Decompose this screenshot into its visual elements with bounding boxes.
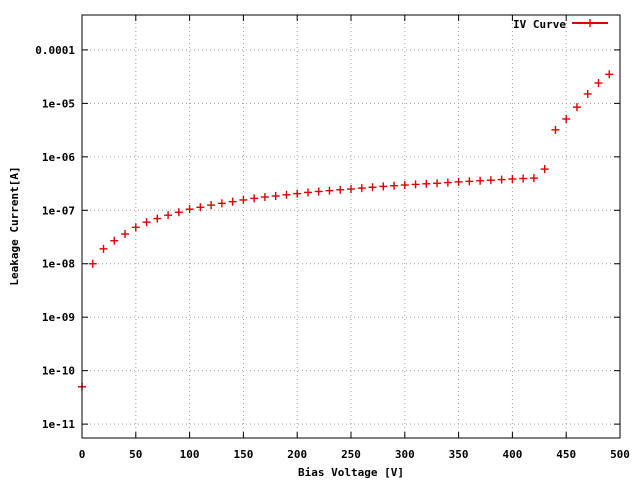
x-tick-label: 0 bbox=[79, 448, 86, 461]
x-tick-label: 50 bbox=[129, 448, 142, 461]
data-point bbox=[207, 201, 216, 210]
data-point bbox=[594, 79, 603, 88]
y-tick-label: 1e-09 bbox=[42, 311, 75, 324]
data-point bbox=[454, 177, 463, 186]
data-point bbox=[239, 195, 248, 204]
data-point bbox=[185, 205, 194, 214]
x-tick-label: 400 bbox=[502, 448, 522, 461]
x-tick-label: 300 bbox=[395, 448, 415, 461]
y-tick-label: 1e-11 bbox=[42, 418, 75, 431]
data-point bbox=[260, 193, 269, 202]
data-point bbox=[325, 186, 334, 195]
data-point bbox=[465, 177, 474, 186]
data-point bbox=[336, 185, 345, 194]
legend: IV Curve bbox=[513, 18, 608, 31]
data-point bbox=[422, 179, 431, 188]
data-point bbox=[357, 184, 366, 193]
x-tick-label: 250 bbox=[341, 448, 361, 461]
data-point bbox=[583, 89, 592, 98]
data-point bbox=[572, 103, 581, 112]
grid-layer bbox=[82, 15, 620, 438]
x-tick-label: 450 bbox=[556, 448, 576, 461]
data-point bbox=[282, 190, 291, 199]
x-tick-label: 200 bbox=[287, 448, 307, 461]
data-point bbox=[347, 185, 355, 194]
data-point bbox=[497, 175, 506, 184]
data-point bbox=[303, 188, 312, 197]
data-point bbox=[411, 180, 420, 189]
data-point bbox=[400, 181, 409, 190]
y-tick-label: 1e-07 bbox=[42, 204, 75, 217]
x-tick-label: 100 bbox=[180, 448, 200, 461]
data-point bbox=[228, 197, 237, 206]
legend-point-marker bbox=[586, 19, 594, 27]
y-axis-title: Leakage Current[A] bbox=[8, 166, 21, 285]
y-tick-layer: 1e-11 1e-10 1e-09 1e-08 1e-07 1e-06 1e-05 0.000… bbox=[35, 44, 620, 431]
x-tick-layer: 0 50 100 150 200 250 300 350 400 450 500 bbox=[79, 15, 630, 461]
data-point bbox=[508, 174, 517, 183]
data-point bbox=[250, 194, 259, 203]
data-point bbox=[540, 165, 549, 174]
data-point bbox=[196, 203, 205, 212]
data-point bbox=[131, 223, 140, 232]
legend-marker bbox=[586, 19, 594, 27]
legend-label: IV Curve bbox=[513, 18, 566, 31]
data-point bbox=[293, 189, 302, 198]
data-point bbox=[88, 259, 97, 268]
y-tick-label: 1e-06 bbox=[42, 151, 75, 164]
data-point bbox=[142, 218, 151, 227]
data-point bbox=[562, 115, 571, 124]
data-point bbox=[153, 214, 162, 223]
y-tick-label: 1e-08 bbox=[42, 258, 75, 271]
data-point bbox=[433, 179, 442, 188]
x-tick-label: 350 bbox=[449, 448, 469, 461]
data-point bbox=[605, 70, 614, 79]
x-tick-label: 150 bbox=[233, 448, 253, 461]
data-point bbox=[217, 199, 226, 208]
x-tick-label: 500 bbox=[610, 448, 630, 461]
data-point bbox=[519, 174, 528, 183]
data-point bbox=[121, 230, 130, 239]
plot-frame bbox=[81, 14, 621, 439]
data-point bbox=[529, 174, 538, 183]
data-point bbox=[443, 178, 452, 187]
data-point bbox=[390, 181, 399, 190]
data-point bbox=[368, 183, 377, 192]
data-point bbox=[379, 182, 388, 191]
data-point bbox=[314, 187, 323, 196]
y-tick-label: 0.0001 bbox=[35, 44, 75, 57]
data-point bbox=[164, 211, 173, 220]
y-tick-label: 1e-10 bbox=[42, 365, 75, 378]
data-point bbox=[99, 244, 108, 253]
data-point bbox=[110, 236, 119, 245]
series-layer bbox=[78, 70, 614, 391]
data-point bbox=[174, 208, 183, 217]
data-point bbox=[486, 176, 495, 185]
y-tick-label: 1e-05 bbox=[42, 97, 75, 110]
data-point bbox=[271, 192, 280, 201]
data-point bbox=[476, 176, 485, 185]
x-axis-title: Bias Voltage [V] bbox=[298, 466, 404, 479]
data-point bbox=[551, 125, 560, 134]
